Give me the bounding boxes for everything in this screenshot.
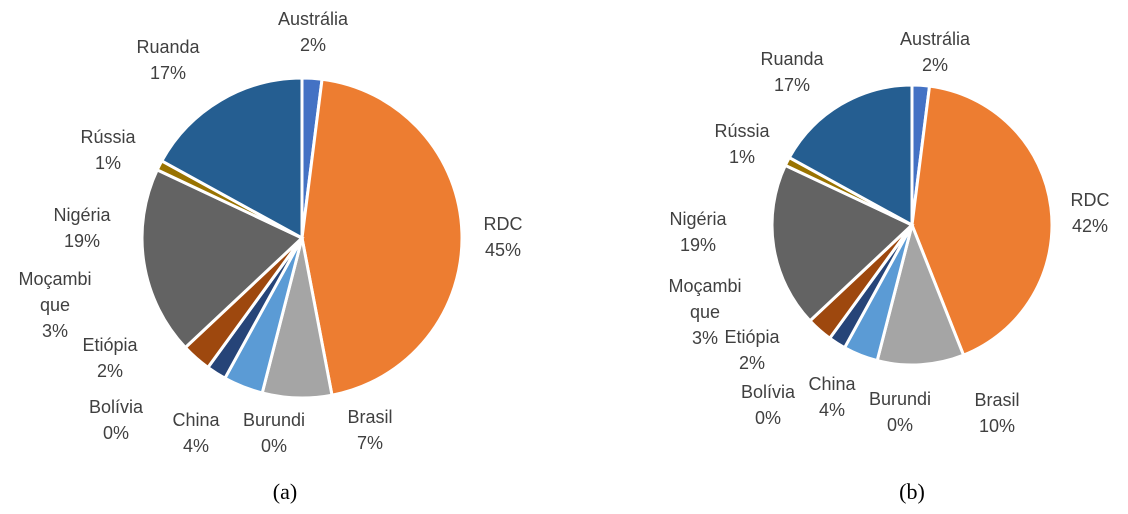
slice-label: China 4% <box>808 371 855 423</box>
slice-label: RDC 45% <box>484 211 523 263</box>
category-name: Bolívia <box>740 382 796 402</box>
value-label: 4% <box>818 400 845 420</box>
slice-label: Moçambique 3% <box>16 266 94 344</box>
slice-label: Austrália 2% <box>900 26 970 78</box>
value-label: 10% <box>978 416 1016 436</box>
category-name: Etiópia <box>724 327 780 347</box>
caption: (a) <box>272 479 298 504</box>
category-name: Austrália <box>277 9 349 29</box>
value-label: 19% <box>679 235 717 255</box>
category-name: Moçambique <box>18 269 92 315</box>
category-name: Nigéria <box>669 209 727 229</box>
pie-slice <box>770 163 915 323</box>
slice-label: Nigéria 19% <box>53 202 110 254</box>
value-label: 2% <box>96 361 124 381</box>
pie-slice <box>300 77 464 397</box>
slice-label: Moçambique 3% <box>666 273 744 351</box>
slice-label: Burundi 0% <box>869 386 931 438</box>
slice-label: China 4% <box>172 407 219 459</box>
category-name: Burundi <box>242 410 306 430</box>
value-label: 3% <box>691 328 718 348</box>
category-name: Burundi <box>868 389 932 409</box>
slice-label: Bolívia 0% <box>89 394 143 446</box>
slice-label: Etiópia 2% <box>724 324 779 376</box>
value-label: 17% <box>149 63 187 83</box>
value-label: 2% <box>921 55 948 75</box>
value-label: 0% <box>886 415 914 435</box>
slice-label: Bolívia 0% <box>741 379 795 431</box>
category-name: Rússia <box>80 127 136 147</box>
value-label: 45% <box>484 240 522 260</box>
pie-slice <box>787 83 914 228</box>
value-label: 19% <box>63 231 101 251</box>
category-name: Rússia <box>714 121 770 141</box>
category-name: RDC <box>1070 190 1110 210</box>
pie-slice <box>875 220 966 367</box>
pie-slice <box>140 167 305 350</box>
value-label: 7% <box>356 433 384 453</box>
category-name: Brasil <box>347 407 393 427</box>
value-label: 0% <box>260 436 288 456</box>
value-label: 2% <box>738 353 766 373</box>
category-name: Bolívia <box>88 397 144 417</box>
caption: (b) <box>899 479 925 504</box>
value-label: 42% <box>1071 216 1109 236</box>
slice-label: Nigéria 19% <box>669 206 726 258</box>
category-name: Ruanda <box>760 49 824 69</box>
value-label: 17% <box>773 75 811 95</box>
category-name: Ruanda <box>136 37 200 57</box>
slice-label: Burundi 0% <box>243 407 305 459</box>
pie-slice <box>910 84 1054 358</box>
slice-label: Austrália 2% <box>278 6 348 58</box>
value-label: 2% <box>299 35 326 55</box>
value-label: 4% <box>182 436 209 456</box>
value-label: 1% <box>728 147 755 167</box>
value-label: 3% <box>41 321 68 341</box>
slice-label: Rússia 1% <box>80 124 135 176</box>
value-label: 1% <box>94 153 121 173</box>
slice-label: Ruanda 17% <box>760 46 823 98</box>
category-name: RDC <box>483 214 523 234</box>
value-label: 0% <box>754 408 781 428</box>
category-name: Moçambique <box>668 276 742 322</box>
value-label: 0% <box>102 423 129 443</box>
category-name: China <box>808 374 856 394</box>
slice-label: Brasil 7% <box>347 404 392 456</box>
category-name: Brasil <box>974 390 1020 410</box>
slice-label: Brasil 10% <box>974 387 1019 439</box>
slice-label: Ruanda 17% <box>136 34 199 86</box>
category-name: China <box>172 410 220 430</box>
slice-label: Etiópia 2% <box>82 332 137 384</box>
pie-slice <box>159 76 304 241</box>
category-name: Nigéria <box>53 205 111 225</box>
category-name: Etiópia <box>82 335 138 355</box>
category-name: Austrália <box>899 29 971 49</box>
slice-label: Rússia 1% <box>714 118 769 170</box>
slice-label: RDC 42% <box>1071 187 1110 239</box>
